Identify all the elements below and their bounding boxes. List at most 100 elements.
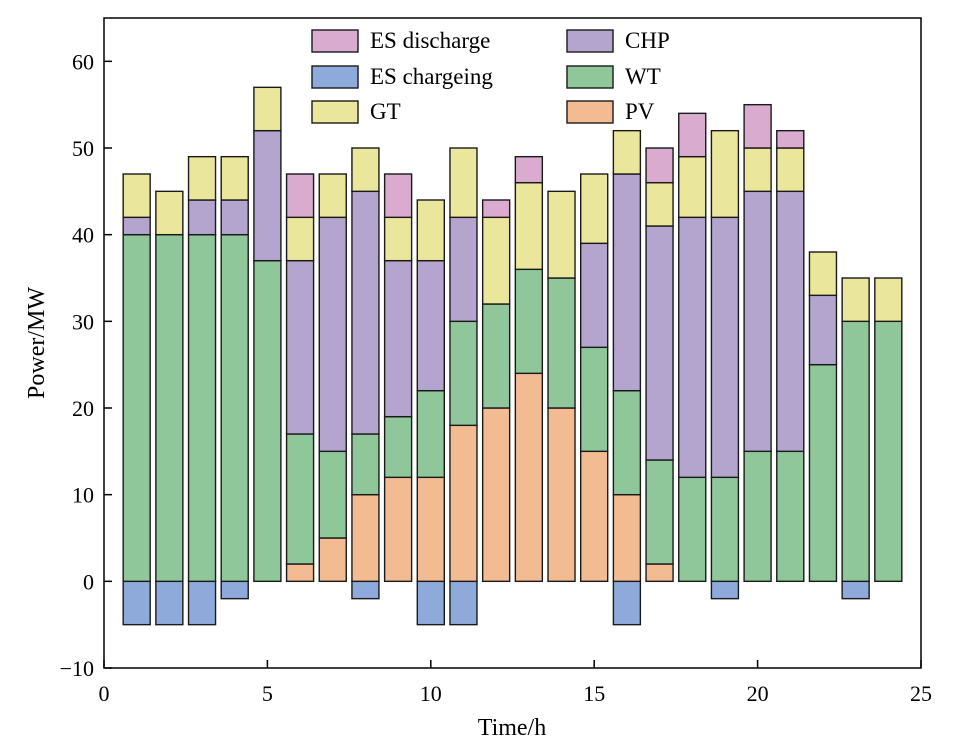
bar-gt-t18 <box>678 155 707 219</box>
bar-wt-t12 <box>481 303 511 409</box>
legend-label: ES discharge <box>370 28 490 53</box>
bar-es_discharge-t9 <box>383 173 413 219</box>
bar-wt-t23 <box>841 320 870 583</box>
legend-swatch <box>566 65 614 89</box>
bar-gt-t6 <box>285 216 315 262</box>
bar-es_discharge-t17 <box>645 147 674 184</box>
bar-pv-t15 <box>580 450 609 583</box>
bar-wt-t10 <box>416 389 445 479</box>
bar-gt-t16 <box>612 129 642 175</box>
legend-label: ES chargeing <box>370 64 493 89</box>
legend-label: PV <box>625 99 655 124</box>
bar-chp-t20 <box>743 190 772 453</box>
bar-wt-t19 <box>710 476 740 583</box>
bar-gt-t14 <box>547 190 576 279</box>
bars-layer <box>122 86 903 626</box>
bar-chp-t15 <box>580 242 609 349</box>
bar-es_discharge-t12 <box>481 199 511 219</box>
plot-frame <box>103 17 922 669</box>
bar-chp-t4 <box>220 199 249 236</box>
bar-gt-t13 <box>514 181 544 271</box>
bar-es_discharge-t20 <box>743 103 772 149</box>
bar-pv-t12 <box>481 407 511 583</box>
bar-chp-t11 <box>449 216 478 323</box>
bar-pv-t7 <box>318 537 347 583</box>
bar-chp-t3 <box>187 199 217 236</box>
bar-pv-t13 <box>514 372 544 583</box>
bar-wt-t17 <box>645 459 674 565</box>
y-tick-label: 10 <box>72 483 94 508</box>
bar-es_discharge-t6 <box>285 173 315 219</box>
bar-pv-t17 <box>645 563 674 583</box>
bar-chp-t18 <box>678 216 707 479</box>
x-tick-label: 0 <box>99 681 110 706</box>
y-axis-label: Power/MW <box>24 287 50 399</box>
legend-swatch <box>566 100 614 124</box>
legend-swatch <box>311 29 359 53</box>
legend-label: WT <box>625 64 661 89</box>
bar-es_charge-t2 <box>155 580 184 626</box>
bar-gt-t8 <box>351 147 380 193</box>
bar-pv-t10 <box>416 476 445 583</box>
bar-wt-t20 <box>743 450 772 583</box>
bar-wt-t15 <box>580 346 609 453</box>
y-tick-label: 60 <box>72 49 94 74</box>
legend-label: GT <box>370 99 401 124</box>
bar-wt-t13 <box>514 268 544 375</box>
bar-pv-t9 <box>383 476 413 583</box>
x-tick-label: 10 <box>420 681 442 706</box>
bar-wt-t6 <box>285 433 315 565</box>
bar-wt-t21 <box>776 450 805 583</box>
legend-swatch <box>566 29 614 53</box>
bar-chp-t22 <box>808 294 838 366</box>
bar-chp-t21 <box>776 190 805 453</box>
bar-wt-t4 <box>220 233 249 583</box>
bar-pv-t6 <box>285 563 315 583</box>
bar-gt-t7 <box>318 173 347 219</box>
y-tick-label: 0 <box>83 569 94 594</box>
bar-wt-t14 <box>547 277 576 409</box>
bar-es_charge-t16 <box>612 580 642 626</box>
bar-gt-t1 <box>122 173 151 219</box>
bar-wt-t16 <box>612 389 642 496</box>
bar-wt-t5 <box>253 259 282 583</box>
bar-chp-t1 <box>122 216 151 236</box>
x-axis-label: Time/h <box>478 715 546 741</box>
y-tick-label: 50 <box>72 136 94 161</box>
bar-chp-t6 <box>285 259 315 435</box>
bar-wt-t1 <box>122 233 151 583</box>
y-tick-label: 30 <box>72 309 94 334</box>
bar-gt-t21 <box>776 147 805 193</box>
bar-chp-t10 <box>416 259 445 392</box>
bar-gt-t2 <box>155 190 184 236</box>
legend-swatch <box>311 65 359 89</box>
bar-wt-t24 <box>874 320 903 583</box>
bar-wt-t18 <box>678 476 707 583</box>
bar-es_charge-t8 <box>351 580 380 600</box>
bar-gt-t4 <box>220 155 249 201</box>
bar-gt-t10 <box>416 199 445 262</box>
bar-gt-t22 <box>808 251 838 297</box>
bar-wt-t8 <box>351 433 380 496</box>
bar-es_charge-t4 <box>220 580 249 600</box>
bar-gt-t20 <box>743 147 772 193</box>
bar-es_discharge-t21 <box>776 129 805 149</box>
bar-chp-t17 <box>645 225 674 461</box>
bar-gt-t5 <box>253 86 282 132</box>
bar-chp-t8 <box>351 190 380 435</box>
bar-gt-t12 <box>481 216 511 305</box>
bar-wt-t22 <box>808 363 838 583</box>
bar-es_discharge-t18 <box>678 112 707 158</box>
bar-es_charge-t10 <box>416 580 445 626</box>
bar-es_charge-t3 <box>187 580 217 626</box>
bar-wt-t3 <box>187 233 217 583</box>
bar-pv-t8 <box>351 493 380 583</box>
bar-es_charge-t1 <box>122 580 151 626</box>
bar-pv-t16 <box>612 493 642 583</box>
y-tick-label: 20 <box>72 396 94 421</box>
bar-chp-t7 <box>318 216 347 453</box>
bar-gt-t9 <box>383 216 413 262</box>
bar-pv-t14 <box>547 407 576 583</box>
y-tick-label: 40 <box>72 223 94 248</box>
